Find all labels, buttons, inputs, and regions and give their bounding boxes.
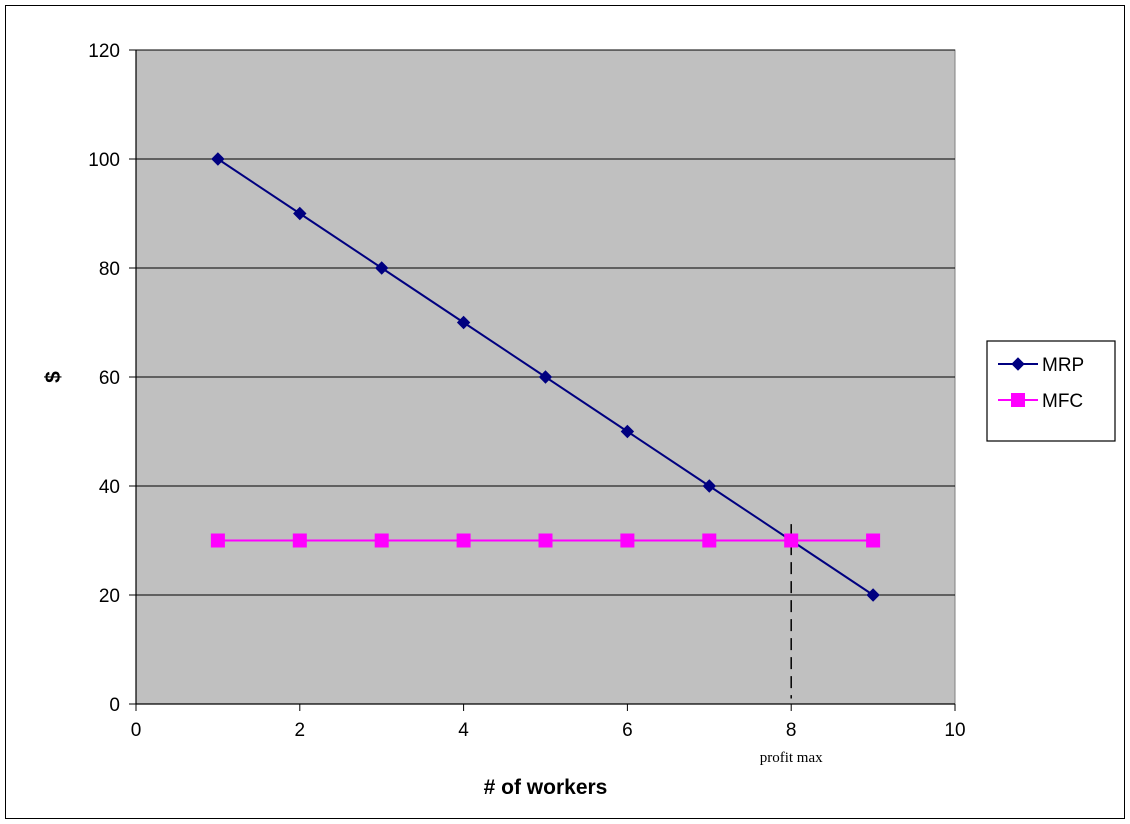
data-point-mfc [210, 533, 225, 548]
data-point-mrp [620, 424, 635, 439]
chart-frame [5, 5, 1125, 819]
legend-marker-mrp [1011, 357, 1025, 371]
data-point-mrp [293, 206, 307, 221]
profit-max-label: profit max [760, 750, 823, 766]
data-point-mfc [620, 533, 635, 548]
gridlines [136, 49, 955, 596]
legend-label-mfc: MFC [1042, 391, 1083, 412]
series-mrp [211, 152, 880, 602]
legend: MRP MFC [986, 340, 1116, 442]
x-tick-label: 6 [622, 720, 633, 741]
series-layer [210, 152, 881, 602]
y-tick-label: 20 [99, 586, 120, 607]
annotations: profit max [760, 524, 823, 766]
legend-label-mrp: MRP [1042, 355, 1084, 376]
data-point-mfc [292, 533, 307, 548]
x-axis-title: # of workers [484, 776, 608, 799]
data-point-mrp [702, 479, 717, 493]
series-mfc [210, 533, 881, 548]
axes [129, 49, 956, 711]
x-tick-label: 10 [944, 720, 965, 741]
data-point-mfc [374, 533, 389, 548]
x-tick-label: 2 [295, 720, 306, 741]
legend-box [986, 340, 1116, 442]
data-point-mrp [866, 588, 880, 602]
x-tick-label: 8 [786, 720, 797, 741]
y-tick-label: 100 [88, 150, 120, 171]
data-point-mrp [211, 152, 225, 166]
data-point-mfc [538, 533, 553, 548]
y-axis-title: $ [42, 371, 65, 383]
data-point-mfc [866, 533, 881, 548]
y-tick-label: 0 [109, 695, 120, 716]
y-tick-label: 40 [99, 477, 120, 498]
data-point-mrp [374, 261, 389, 275]
tick-labels: 0 20 40 60 80 100 120 0 2 4 6 8 10 [88, 41, 965, 741]
legend-marker-mfc [1011, 393, 1025, 407]
x-tick-label: 0 [131, 720, 142, 741]
data-point-mrp [538, 370, 553, 384]
y-tick-label: 60 [99, 368, 120, 389]
data-point-mfc [784, 533, 799, 548]
data-point-mfc [456, 533, 471, 548]
y-tick-label: 80 [99, 259, 120, 280]
x-tick-label: 4 [458, 720, 469, 741]
data-point-mfc [702, 533, 717, 548]
y-tick-label: 120 [88, 41, 120, 62]
data-point-mrp [456, 315, 471, 330]
